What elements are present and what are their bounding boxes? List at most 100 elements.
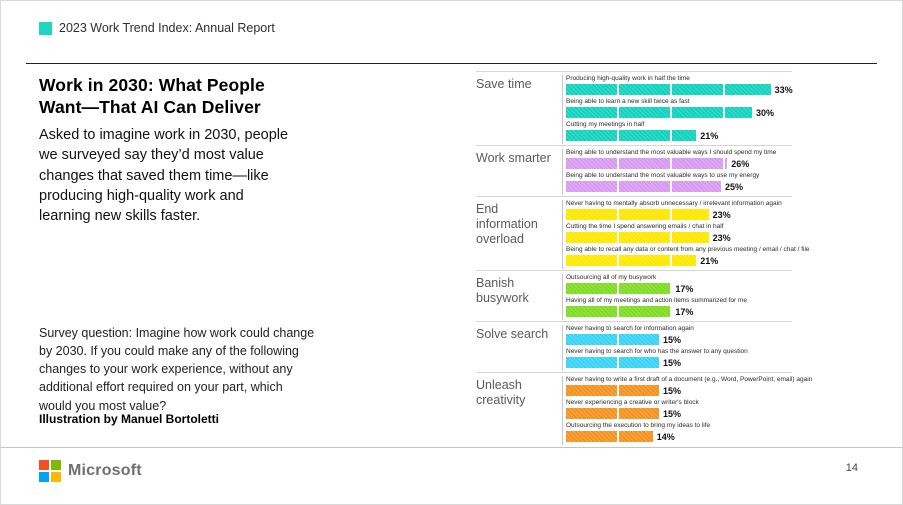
bar-value: 30% [756, 107, 775, 118]
chart-section: Work smarter Being able to understand the… [476, 145, 792, 196]
intro-paragraph: Asked to imagine work in 2030, people we… [39, 127, 289, 225]
logo-square-green [51, 460, 61, 470]
bar [566, 283, 672, 294]
bar-row: Never having to search for who has the a… [566, 348, 792, 368]
category-label: End information overload [476, 202, 538, 246]
bar [566, 209, 709, 220]
bar [566, 232, 709, 243]
bar-item-label: Being able to understand the most valuab… [566, 149, 777, 156]
microsoft-logo: Microsoft [39, 460, 142, 482]
bar-value: 23% [712, 232, 731, 243]
bar-value: 21% [700, 130, 719, 141]
bar-group: Never having to mentally absorb unnecess… [562, 200, 810, 269]
microsoft-wordmark: Microsoft [68, 462, 142, 479]
logo-square-red [39, 460, 49, 470]
bar-row: Having all of my meetings and action ite… [566, 297, 792, 317]
bar [566, 408, 659, 419]
bar-line: 26% [566, 158, 792, 169]
bar-item-label: Never having to search for who has the a… [566, 348, 748, 355]
bar-row: Outsourcing all of my busywork 17% [566, 274, 792, 294]
bar [566, 357, 659, 368]
bar [566, 158, 728, 169]
category-label: Save time [476, 77, 532, 91]
microsoft-logo-icon [39, 460, 61, 482]
bar-line: 15% [566, 408, 792, 419]
chart-section: Save time Producing high-quality work in … [476, 71, 793, 145]
page-title: Work in 2030: What People Want—That AI C… [39, 75, 265, 118]
bar-item-label: Never having to write a first draft of a… [566, 376, 813, 383]
bar-item-label: Producing high-quality work in half the … [566, 75, 690, 82]
bar-item-label: Having all of my meetings and action ite… [566, 297, 747, 304]
bar-value: 21% [700, 255, 719, 266]
bar-line: 21% [566, 130, 792, 141]
report-header: 2023 Work Trend Index: Annual Report [39, 21, 275, 35]
bar-item-label: Cutting the time I spend answering email… [566, 223, 724, 230]
bar-item-label: Never having to mentally absorb unnecess… [566, 200, 782, 207]
bar-row: Never having to mentally absorb unnecess… [566, 200, 792, 220]
bar [566, 255, 697, 266]
bar-item-label: Cutting my meetings in half [566, 121, 645, 128]
chart-section: Unleash creativity Never having to write … [476, 372, 813, 446]
bar-line: 23% [566, 232, 792, 243]
bar-row: Never experiencing a creative or writer'… [566, 399, 792, 419]
bar-line: 17% [566, 306, 792, 317]
bar-row: Being able to recall any data or content… [566, 246, 810, 266]
report-title: 2023 Work Trend Index: Annual Report [59, 21, 275, 35]
bar-row: Being able to understand the most valuab… [566, 149, 792, 169]
bar [566, 130, 697, 141]
category-label: Banish busywork [476, 276, 529, 305]
bar-item-label: Never having to search for information a… [566, 325, 694, 332]
bar [566, 431, 653, 442]
bar-group: Never having to search for information a… [562, 325, 792, 371]
bar-item-label: Outsourcing all of my busywork [566, 274, 657, 281]
bar-value: 25% [725, 181, 744, 192]
bar-value: 15% [663, 385, 682, 396]
bar-line: 15% [566, 334, 792, 345]
footer-divider [1, 447, 902, 448]
bar [566, 84, 771, 95]
bar-value: 17% [675, 283, 694, 294]
bar-value: 15% [663, 334, 682, 345]
bar-value: 17% [675, 306, 694, 317]
bar-row: Cutting the time I spend answering email… [566, 223, 792, 243]
page-number: 14 [845, 462, 858, 474]
bar-value: 14% [656, 431, 675, 442]
logo-square-blue [39, 472, 49, 482]
bar-line: 33% [566, 84, 793, 95]
bar-row: Never having to write a first draft of a… [566, 376, 813, 396]
bar-row: Never having to search for information a… [566, 325, 792, 345]
logo-square-yellow [51, 472, 61, 482]
bar-line: 17% [566, 283, 792, 294]
accent-square-icon [39, 21, 52, 35]
bar-line: 15% [566, 357, 792, 368]
category-label: Solve search [476, 327, 549, 341]
bar-line: 23% [566, 209, 792, 220]
bar-line: 14% [566, 431, 792, 442]
bar-value: 15% [663, 408, 682, 419]
bar-row: Being able to understand the most valuab… [566, 172, 792, 192]
bar-item-label: Outsourcing the execution to bring my id… [566, 422, 711, 429]
bar [566, 385, 659, 396]
bar [566, 181, 721, 192]
bar-group: Producing high-quality work in half the … [562, 75, 793, 144]
bar-item-label: Being able to learn a new skill twice as… [566, 98, 690, 105]
category-label: Work smarter [476, 151, 551, 165]
bar-group: Being able to understand the most valuab… [562, 149, 792, 195]
bar-item-label: Being able to recall any data or content… [566, 246, 810, 253]
survey-question: Survey question: Imagine how work could … [39, 326, 315, 413]
top-divider [26, 63, 877, 64]
bar-item-label: Being able to understand the most valuab… [566, 172, 760, 179]
bar-value: 33% [774, 84, 793, 95]
bar [566, 107, 752, 118]
bar-group: Never having to write a first draft of a… [562, 376, 813, 445]
bar-item-label: Never experiencing a creative or writer'… [566, 399, 699, 406]
bar [566, 334, 659, 345]
chart-section: Banish busywork Outsourcing all of my bus… [476, 270, 792, 321]
chart: Save time Producing high-quality work in … [476, 71, 813, 446]
bar-line: 15% [566, 385, 792, 396]
bar-value: 23% [712, 209, 731, 220]
category-label: Unleash creativity [476, 378, 526, 407]
bar-row: Cutting my meetings in half 21% [566, 121, 792, 141]
bar-value: 15% [663, 357, 682, 368]
